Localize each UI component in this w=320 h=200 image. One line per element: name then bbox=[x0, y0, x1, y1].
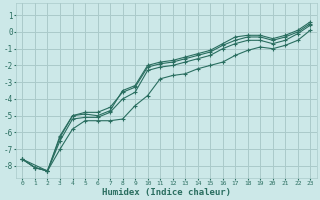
X-axis label: Humidex (Indice chaleur): Humidex (Indice chaleur) bbox=[102, 188, 231, 197]
